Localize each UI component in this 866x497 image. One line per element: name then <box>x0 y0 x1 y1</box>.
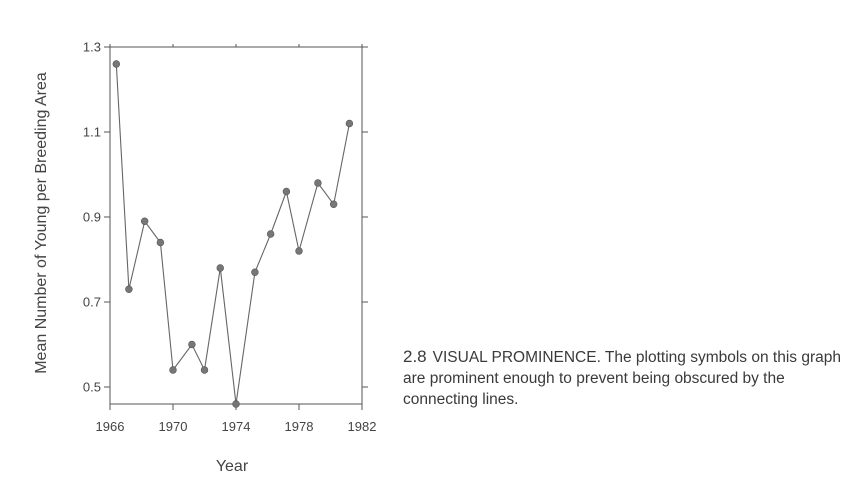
data-point <box>266 230 275 238</box>
x-tick-label: 1974 <box>222 419 251 434</box>
data-point <box>112 60 121 68</box>
y-tick-label: 0.9 <box>83 210 101 225</box>
y-tick-label: 0.5 <box>83 380 101 395</box>
y-tick-label: 1.1 <box>83 125 101 140</box>
figure-caption: 2.8 VISUAL PROMINENCE. The plotting symbo… <box>403 346 843 410</box>
y-axis-title: Mean Number of Young per Breeding Area <box>33 72 50 374</box>
x-axis-title: Year <box>216 458 249 475</box>
y-tick-label: 0.7 <box>83 295 101 310</box>
data-point <box>314 179 322 187</box>
data-point <box>282 187 291 196</box>
data-point <box>251 268 259 276</box>
series-line <box>115 63 350 405</box>
data-point <box>140 217 149 225</box>
data-point <box>156 238 165 247</box>
data-point <box>329 200 338 208</box>
y-tick-label: 1.3 <box>83 40 101 55</box>
data-point <box>216 264 224 272</box>
x-tick-label: 1978 <box>285 419 314 434</box>
data-point <box>188 340 196 349</box>
figure-number: 2.8 <box>403 347 427 366</box>
data-point <box>345 119 354 128</box>
data-point <box>125 285 133 293</box>
data-point <box>232 400 240 408</box>
x-tick-label: 1966 <box>96 419 125 434</box>
data-point <box>169 366 177 374</box>
x-tick-label: 1982 <box>348 419 377 434</box>
caption-text: VISUAL PROMINENCE. The plotting symbols … <box>403 349 841 408</box>
x-tick-label: 1970 <box>159 419 188 434</box>
data-point <box>295 247 303 255</box>
data-point <box>200 366 209 374</box>
